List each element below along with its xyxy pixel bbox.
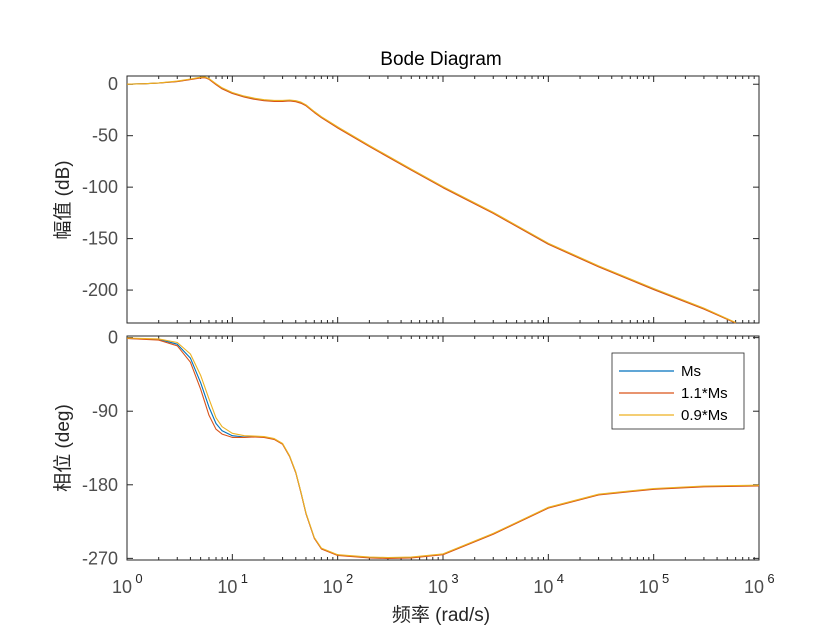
x-tick-label: 10 bbox=[533, 577, 553, 597]
magnitude-ytick-label: -200 bbox=[82, 280, 118, 300]
x-tick-label: 10 bbox=[112, 577, 132, 597]
magnitude-series-1-1-ms bbox=[126, 77, 736, 324]
magnitude-series-0-9-ms bbox=[126, 76, 736, 324]
x-tick-label: 10 bbox=[744, 577, 764, 597]
legend-box bbox=[611, 352, 745, 430]
legend-label-0-9-ms: 0.9*Ms bbox=[681, 407, 728, 424]
legend-label-ms: Ms bbox=[681, 363, 701, 380]
magnitude-panel: 0 -50 -100 -150 -200 幅值 (dB) bbox=[52, 74, 760, 324]
x-tick-exponent: 6 bbox=[767, 571, 774, 586]
x-tick-exponent: 0 bbox=[135, 571, 142, 586]
x-tick-label: 10 bbox=[323, 577, 343, 597]
phase-ytick-label: -270 bbox=[82, 548, 118, 568]
magnitude-ytick-label: 0 bbox=[108, 74, 118, 94]
magnitude-lines bbox=[126, 76, 736, 324]
magnitude-ytick-label: -50 bbox=[92, 126, 118, 146]
magnitude-y-ticks: 0 -50 -100 -150 -200 bbox=[82, 74, 759, 300]
phase-ylabel: 相位 (deg) bbox=[52, 404, 74, 492]
magnitude-x-ticks bbox=[126, 76, 760, 323]
x-tick-exponent: 4 bbox=[557, 571, 564, 586]
phase-x-ticks: 10 0 10 1 10 2 10 3 10 4 10 5 10 6 bbox=[112, 336, 775, 597]
legend: Ms 1.1*Ms 0.9*Ms bbox=[611, 352, 745, 430]
x-tick-exponent: 2 bbox=[346, 571, 353, 586]
phase-ytick-label: -90 bbox=[92, 401, 118, 421]
magnitude-axes-box bbox=[126, 75, 760, 324]
phase-ytick-label: -180 bbox=[82, 475, 118, 495]
phase-panel: 0-90-180-270 10 0 10 1 10 2 10 3 10 4 10 5 10 6 相位 (d… bbox=[52, 328, 775, 597]
x-tick-label: 10 bbox=[217, 577, 237, 597]
x-tick-exponent: 1 bbox=[241, 571, 248, 586]
legend-label-1-1-ms: 1.1*Ms bbox=[681, 385, 728, 402]
x-tick-label: 10 bbox=[428, 577, 448, 597]
x-axis-label: 频率 (rad/s) bbox=[392, 604, 490, 626]
magnitude-ytick-label: -150 bbox=[82, 229, 118, 249]
phase-series-0-9-ms bbox=[126, 337, 760, 559]
magnitude-ytick-label: -100 bbox=[82, 177, 118, 197]
phase-ytick-label: 0 bbox=[108, 328, 118, 348]
phase-lines bbox=[126, 337, 760, 559]
magnitude-ylabel: 幅值 (dB) bbox=[52, 160, 74, 239]
x-tick-exponent: 3 bbox=[451, 571, 458, 586]
x-tick-exponent: 5 bbox=[662, 571, 669, 586]
chart-title: Bode Diagram bbox=[380, 49, 501, 70]
x-tick-label: 10 bbox=[639, 577, 659, 597]
